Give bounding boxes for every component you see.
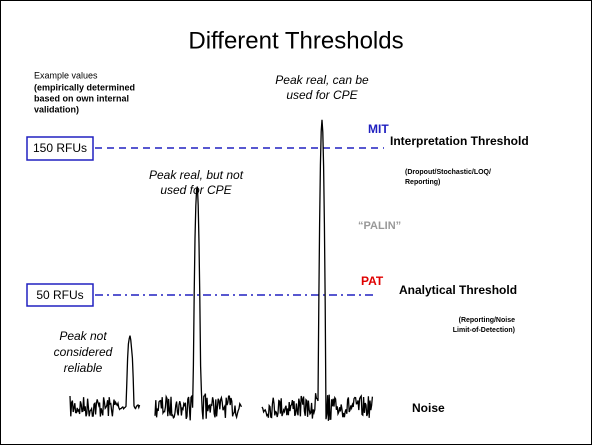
threshold-label: Interpretation Threshold [390,134,529,148]
peak-note: Peak real, but not [149,168,244,182]
threshold-note: Reporting) [405,179,440,186]
example-heading: Example values [34,70,98,80]
rfu-box [26,136,94,161]
rfu-box [26,283,94,307]
threshold-label: Analytical Threshold [399,283,517,297]
signal-trace [261,119,374,421]
peak-note: Peak real, can be [275,73,369,87]
threshold-note: (Reporting/Noise [459,317,515,324]
noise-label: Noise [412,401,445,415]
title: Different Thresholds [188,27,403,54]
example-line: validation) [34,104,79,114]
threshold-note: Limit-of-Detection) [453,327,515,334]
rfu-label: 150 RFUs [33,141,87,155]
peak-note: reliable [64,361,103,375]
peak-note: Peak not [59,329,107,343]
example-line: (empirically determined [34,82,135,92]
rfu-label: 50 RFUs [36,288,83,302]
traces [69,119,374,421]
palin-label: “PALIN” [358,220,401,232]
peak-note: used for CPE [286,88,358,102]
peak-note: considered [54,345,113,359]
pat-label: PAT [361,274,384,288]
threshold-note: (Dropout/Stochastic/LOQ/ [405,169,491,176]
mit-label: MIT [368,122,389,136]
example-line: based on own internal [34,93,129,103]
signal-trace [154,186,242,421]
signal-trace [69,335,141,417]
